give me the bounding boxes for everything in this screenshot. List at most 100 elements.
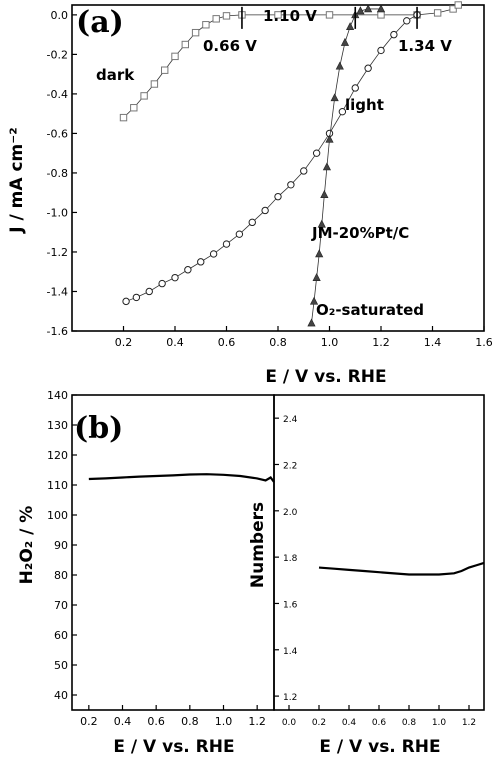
series-dark-point [171,52,179,61]
panel-a-y-tick-label: -0.8 [47,167,68,180]
series-dark-point [140,92,148,100]
panel-b-h2o2-x-tick-label: 0.6 [147,715,165,728]
series-dark-point [130,104,138,112]
series-light-point [377,46,385,55]
panel-a-label: (a) [76,5,124,40]
series-light-point [209,250,218,258]
panel-b-numbers-x-tick-label: 0.2 [312,718,326,728]
panel-b-h2o2-y-tick-label: 120 [47,449,68,462]
panel-b-numbers-x-axis-title: E / V vs. RHE [319,737,440,757]
series-jm-20-pt-c-point [376,4,386,13]
panel-a-y-tick-label: -1.0 [47,206,68,219]
series-light-point [300,167,308,175]
series-light-point [312,149,321,157]
series-dark-point [191,28,200,37]
series-jm-20-pt-c-point [330,93,339,102]
series-dark-point [212,15,220,23]
series-dark-point [454,1,462,9]
panel-b-numbers-chart: 0.0 0.2 0.4 0.6 0.8 1.0 1.2 1.2 1.4 1.6 1.8 2.0 2.2 2… [273,394,485,728]
panel-b-numbers-x-tick-label: 1.2 [462,718,476,728]
panel-b-h2o2-y-tick-label: 70 [54,599,68,612]
panel-b-h2o2-y-axis-title: H₂O₂ / % [17,506,37,585]
series-dark-point [449,5,457,13]
series-dark-point [119,113,128,122]
panel-a-y-axis-title: J / mA cm⁻² [7,127,27,233]
series-jm-20-pt-c-point [335,61,344,70]
panel-b-numbers-y-tick-label: 1.8 [283,554,298,564]
annotation-light: light [345,96,384,114]
annotation-o2-saturated: O₂-saturated [316,301,424,319]
series-dark-point [202,21,210,29]
panel-a-y-tick-label: -0.4 [47,88,68,101]
panel-a-y-tick-label: -0.6 [47,127,68,140]
series-light-point [158,279,166,288]
series-jm-20-pt-c-point [325,134,334,143]
series-light-point [171,273,179,282]
panel-a-x-tick-label: 1.0 [321,336,339,349]
series-light-point [122,297,130,306]
panel-b-numbers-y-tick-label: 2.2 [283,461,297,471]
panel-b-h2o2-x-tick-label: 0.2 [80,715,98,728]
panel-b-numbers-x-tick-label: 0.6 [372,718,387,728]
series-light-point [287,181,295,189]
series-jm-20-pt-c-point [340,37,350,46]
series-light-point [222,240,231,248]
series-jm-20-pt-c-point [320,190,329,198]
annotation-0-66-v: 0.66 V [203,37,257,55]
annotation-1-34-v: 1.34 V [398,37,452,55]
series-light-line [125,14,418,302]
panel-a-y-tick-label: -0.2 [47,48,68,61]
series-jm-20-pt-c-point [356,6,365,15]
series-jm-20-pt-c-point [307,318,316,327]
panel-a-x-tick-label: 1.2 [372,336,390,349]
panel-b-numbers-plot-frame [273,394,485,711]
panel-b-numbers-x-tick-label: 0.0 [282,718,297,728]
series-light-point [184,266,192,274]
series-jm-20-pt-c-point [309,296,319,305]
panel-b-numbers-y-tick-label: 2.4 [283,415,298,425]
series-dark-point [274,11,282,19]
panel-b-numbers-y-tick-label: 1.4 [283,647,298,657]
panel-b-h2o2-x-tick-label: 0.4 [114,715,132,728]
series-light-point [364,64,372,72]
series-dark-point [222,12,231,20]
series-dark-point [325,11,334,19]
panel-b-h2o2-y-tick-label: 100 [47,509,68,522]
series-dark-point [181,40,190,49]
series-jm-20-pt-c-point [322,162,332,171]
series-light-point [390,30,398,39]
panel-b-numbers-x-tick-label: 0.4 [342,718,357,728]
panel-b-h2o2-x-tick-label: 1.0 [215,715,233,728]
panel-a-y-tick-label: -1.2 [47,246,68,259]
series-jm-20-pt-c-point [317,219,326,228]
panel-a-x-tick-label: 0.6 [218,336,236,349]
panel-b-label: (b) [74,411,123,446]
panel-b-h2o2-y-tick-label: 130 [47,419,68,432]
series-light-point [132,293,141,302]
panel-b-h2o2-x-tick-label: 0.8 [181,715,199,728]
panel-b-h2o2-y-tick-label: 40 [54,689,68,702]
series-dark-point [161,66,169,74]
series-jm-20-pt-c-point [346,22,355,31]
series-light-point [197,258,205,266]
series-light-point [403,17,411,25]
annotation-dark: dark [96,66,135,84]
numbers-series-line [318,561,485,576]
series-jm-20-pt-c-point [312,272,321,281]
series-light-point [235,230,244,238]
panel-b-numbers-y-tick-label: 1.2 [283,693,297,703]
panel-a-x-tick-label: 0.8 [269,336,287,349]
series-dark-point [377,11,385,19]
series-light-point [248,218,256,227]
panel-b-h2o2-y-tick-label: 50 [54,659,68,672]
panel-b-h2o2-x-axis-title: E / V vs. RHE [113,737,234,757]
panel-a-x-tick-label: 1.6 [475,336,493,349]
series-light-point [338,107,347,116]
panel-b-h2o2-y-tick-label: 60 [54,629,68,642]
series-jm-20-pt-c-point [315,249,324,258]
panel-a-x-tick-label: 1.4 [424,336,442,349]
series-dark-point [150,80,159,88]
panel-a-y-tick-label: -1.6 [47,325,68,338]
panel-b-h2o2-chart: 0.2 0.4 0.6 0.8 1.0 1.2 40 50 60 70 80 90 100 110 120 1… [47,389,275,728]
panel-a-chart: 0.2 0.4 0.6 0.8 1.0 1.2 1.4 1.6 0.0 -0.2 -0.4 -0.6 -… [47,1,493,349]
